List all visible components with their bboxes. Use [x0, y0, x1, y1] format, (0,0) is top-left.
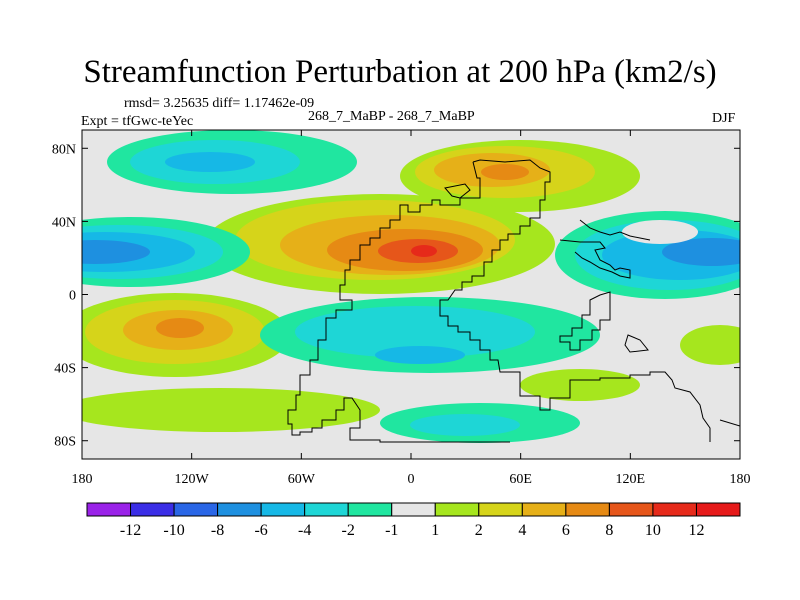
axes: 180 120W 60W 0 60E 120E 180 80N 40N 0 40S 80S	[52, 130, 751, 487]
colorbar-swatch	[652, 502, 697, 517]
coast-japan	[559, 239, 631, 279]
colorbar-swatch	[565, 502, 610, 517]
colorbar-label: -2	[342, 522, 355, 539]
stats-label: rmsd= 3.25635 diff= 1.17462e-09	[124, 96, 315, 111]
colorbar-label: -1	[385, 522, 398, 539]
coast-americas	[287, 161, 510, 443]
season-label: DJF	[712, 111, 736, 126]
chart-title: Streamfunction Perturbation at 200 hPa (…	[83, 54, 717, 90]
colorbar-label: -6	[254, 522, 267, 539]
x-tick-label: 180	[72, 472, 93, 487]
coast-maritime	[559, 291, 611, 351]
continent-outline	[287, 159, 740, 443]
x-tick-label: 0	[408, 472, 415, 487]
colorbar-swatch	[217, 502, 262, 517]
coast-east-asia	[579, 219, 651, 241]
colorbar-swatch	[478, 502, 523, 517]
colorbar-swatch	[347, 502, 393, 517]
coast-eurasia	[439, 159, 711, 442]
colorbar-label: 12	[688, 522, 704, 539]
x-tick-label: 60E	[509, 472, 532, 487]
coast-scandinavia	[444, 183, 471, 199]
colorbar-swatch	[391, 502, 436, 517]
contour-pos-main-6	[411, 245, 437, 257]
contour-neg-antarctic-2	[410, 414, 520, 436]
colorbar-swatch	[521, 502, 567, 517]
contour-pos-south-2	[520, 369, 640, 401]
colorbar-label: 10	[645, 522, 661, 539]
comparison-label: 268_7_MaBP - 268_7_MaBP	[308, 109, 475, 124]
contour-neg-trop-2	[295, 306, 535, 358]
colorbar-label: 2	[475, 522, 483, 539]
contour-pos-se-1	[680, 325, 740, 365]
contour-neg-npac-4	[82, 240, 150, 264]
contour-neg-nwpac-4	[662, 238, 740, 266]
coast-island	[624, 334, 649, 353]
colorbar-swatch	[173, 502, 219, 517]
colorbar-swatch	[130, 502, 175, 517]
contour-pos-arctic-4	[481, 164, 529, 180]
y-tick-label: 80S	[54, 435, 76, 450]
y-tick-label: 40S	[54, 362, 76, 377]
colorbar-label: -12	[120, 522, 141, 539]
x-tick-label: 60W	[288, 472, 316, 487]
colorbar-label: -8	[211, 522, 224, 539]
colorbar-label: 6	[562, 522, 570, 539]
colorbar-swatch	[434, 502, 480, 517]
colorbar-swatch	[86, 502, 132, 517]
contour-neg-trop-3	[375, 346, 465, 364]
x-tick-label: 180	[730, 472, 751, 487]
colorbar-label: -10	[163, 522, 184, 539]
contour-pos-south-1	[82, 388, 380, 432]
colorbar-swatch	[695, 502, 741, 517]
colorbar-label: 1	[431, 522, 439, 539]
contour-field	[82, 130, 740, 443]
colorbar-label: 8	[605, 522, 613, 539]
colorbar-swatch	[304, 502, 349, 517]
colorbar-label: -4	[298, 522, 311, 539]
x-tick-label: 120E	[616, 472, 646, 487]
y-tick-label: 0	[69, 289, 76, 304]
colorbar-label: 4	[518, 522, 526, 539]
colorbar-swatch	[608, 502, 654, 517]
colorbar-swatch	[260, 502, 306, 517]
x-tick-label: 120W	[175, 472, 210, 487]
y-tick-label: 40N	[52, 215, 76, 230]
colorbar: -12 -10 -8 -6 -4 -2 -1 1 2 4 6 8 10 12	[86, 502, 741, 539]
y-tick-label: 80N	[52, 142, 76, 157]
experiment-label: Expt = tfGwc-teYec	[81, 114, 194, 129]
coast-nz	[719, 419, 740, 427]
contour-neg-arctic-3	[165, 152, 255, 172]
contour-pos-shpac-4	[156, 318, 204, 338]
contour-neutral-hole	[622, 220, 698, 244]
